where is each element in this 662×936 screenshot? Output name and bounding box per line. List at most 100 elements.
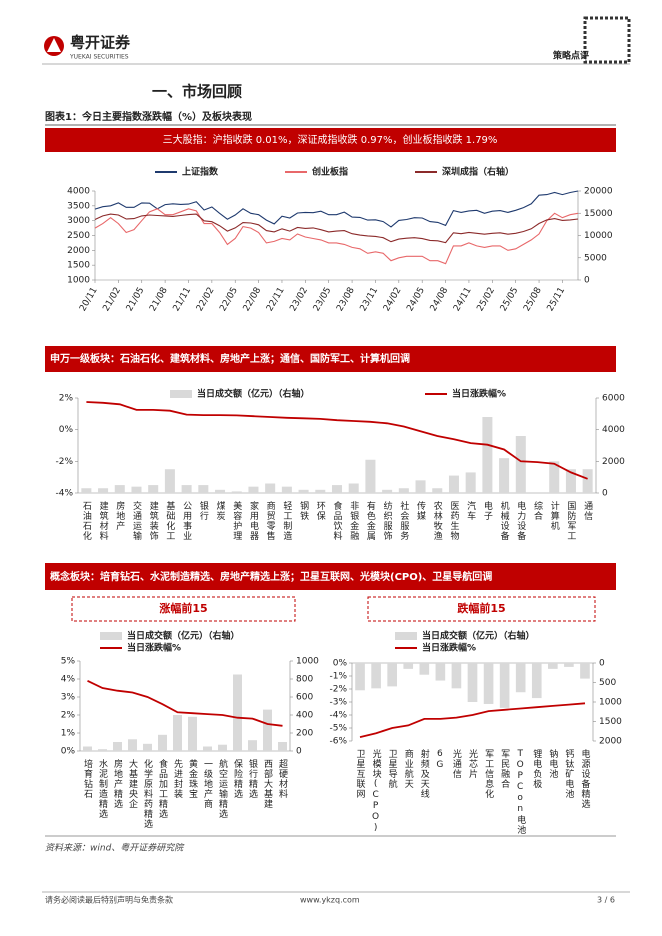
x-tick-label: 基础化工: [164, 500, 175, 541]
header-tag: 策略点评: [552, 50, 589, 62]
y2-tick-label: 20000: [584, 187, 613, 197]
x-tick-label: 综合: [532, 500, 543, 521]
line-series: [94, 190, 579, 228]
y2-tick-label: 2000: [602, 457, 625, 467]
banner: [45, 346, 616, 372]
brand: 粤开证券: [70, 34, 131, 52]
bar: [419, 663, 430, 675]
bar: [331, 485, 343, 493]
y-tick-label: -2%: [329, 685, 347, 695]
x-tick-label: 军民融合: [499, 749, 510, 789]
bar: [281, 486, 292, 493]
y2-tick-label: 6000: [602, 394, 625, 404]
x-tick-label: 水泥制造精选: [97, 758, 108, 819]
legend-swatch: [395, 632, 417, 640]
x-tick-label: 环保: [315, 501, 326, 521]
y-tick-label: 3000: [67, 216, 90, 226]
legend-label: 当日涨跌幅%: [127, 642, 181, 654]
bar: [435, 663, 446, 681]
bar: [482, 417, 493, 493]
legend-swatch: [170, 390, 192, 398]
y2-tick-label: 200: [296, 729, 313, 739]
line-series: [359, 702, 586, 738]
x-tick-label: 25/05: [499, 286, 521, 313]
y2-tick-label: 15000: [584, 209, 613, 219]
y-tick-label: 3500: [67, 201, 90, 211]
x-tick-label: 钠电池: [547, 748, 558, 779]
x-tick-label: 24/11: [452, 286, 474, 313]
x-tick-label: 化学原料药精选: [142, 758, 153, 829]
bar: [548, 663, 558, 669]
x-tick-label: 锂电负极: [531, 748, 542, 789]
bar: [114, 485, 125, 493]
y-tick-label: 0%: [61, 747, 76, 757]
bar: [564, 663, 574, 667]
y-tick-label: -4%: [329, 711, 347, 721]
chart-subtitle: 涨幅前15: [159, 601, 207, 615]
legend-label: 上证指数: [182, 166, 219, 178]
banner: [45, 563, 616, 590]
x-tick-label: 机械设备: [499, 500, 510, 541]
y2-tick-label: 5000: [584, 253, 607, 263]
x-tick-label: 公用事业: [181, 501, 192, 541]
bar: [531, 663, 542, 699]
section-title: 一、市场回顾: [152, 83, 242, 101]
x-tick-label: 25/11: [546, 286, 568, 313]
bar: [483, 663, 494, 704]
y2-tick-label: 2000: [599, 737, 622, 747]
x-tick-label: 有色金属: [365, 500, 376, 541]
x-tick-label: TOPCon电池: [515, 749, 526, 835]
x-tick-label: 光通信: [451, 748, 462, 779]
x-tick-label: 商业航天: [403, 748, 414, 789]
x-tick-label: 大基建央企: [127, 758, 138, 809]
x-tick-label: 航空运输精选: [217, 758, 228, 819]
y2-tick-label: 600: [296, 693, 313, 703]
x-tick-label: 煤炭: [215, 500, 226, 521]
x-tick-label: 西部大基建: [262, 759, 273, 809]
bar: [382, 489, 393, 493]
bar: [387, 663, 397, 687]
bar: [263, 709, 272, 751]
x-tick-label: 石油石化: [81, 501, 92, 541]
bar: [231, 491, 242, 493]
bar: [148, 485, 159, 493]
legend-label: 深圳成指（右轴）: [442, 166, 514, 178]
bar: [565, 469, 576, 493]
bar: [218, 744, 227, 751]
x-tick-label: 22/11: [265, 286, 287, 313]
x-tick-label: 21/05: [125, 286, 147, 313]
bar: [198, 485, 209, 493]
bar: [403, 663, 414, 669]
y2-tick-label: 500: [599, 678, 616, 688]
x-tick-label: 25/08: [522, 286, 544, 314]
bar: [98, 488, 109, 493]
x-tick-label: 电源设备精选: [579, 748, 590, 809]
y2-tick-label: 0: [296, 747, 302, 757]
x-tick-label: 培育钻石: [82, 758, 93, 799]
x-tick-label: 商贸零售: [265, 500, 276, 541]
disclaimer: 请务必阅读最后特别声明与免责条款: [45, 895, 173, 905]
x-tick-label: 25/02: [475, 286, 497, 313]
bar: [582, 469, 593, 493]
x-tick-label: 交通运输: [131, 500, 142, 541]
bar: [143, 743, 152, 751]
line-series: [86, 401, 588, 480]
x-tick-label: 社会服务: [398, 500, 409, 541]
y2-tick-label: 0: [602, 489, 608, 499]
x-tick-label: 国防军工: [565, 501, 576, 541]
x-tick-label: 钢铁: [298, 500, 309, 521]
banner-text: 三大股指：沪指收跌 0.01%，深证成指收跌 0.97%，创业板指收跌 1.79…: [163, 133, 498, 146]
y2-tick-label: 800: [296, 675, 313, 685]
banner: [45, 128, 616, 152]
y2-tick-label: 1500: [599, 717, 622, 727]
x-tick-label: 光模块(CPO): [371, 748, 382, 834]
x-tick-label: 食品加工精选: [157, 758, 168, 819]
bar: [81, 488, 92, 493]
x-tick-label: 光芯片: [467, 748, 478, 779]
bar: [499, 663, 510, 708]
x-tick-label: 银行: [198, 500, 209, 521]
logo-icon-mark: [47, 38, 61, 52]
source: 资料来源：wind、粤开证券研究院: [45, 843, 185, 854]
bar: [398, 488, 409, 493]
